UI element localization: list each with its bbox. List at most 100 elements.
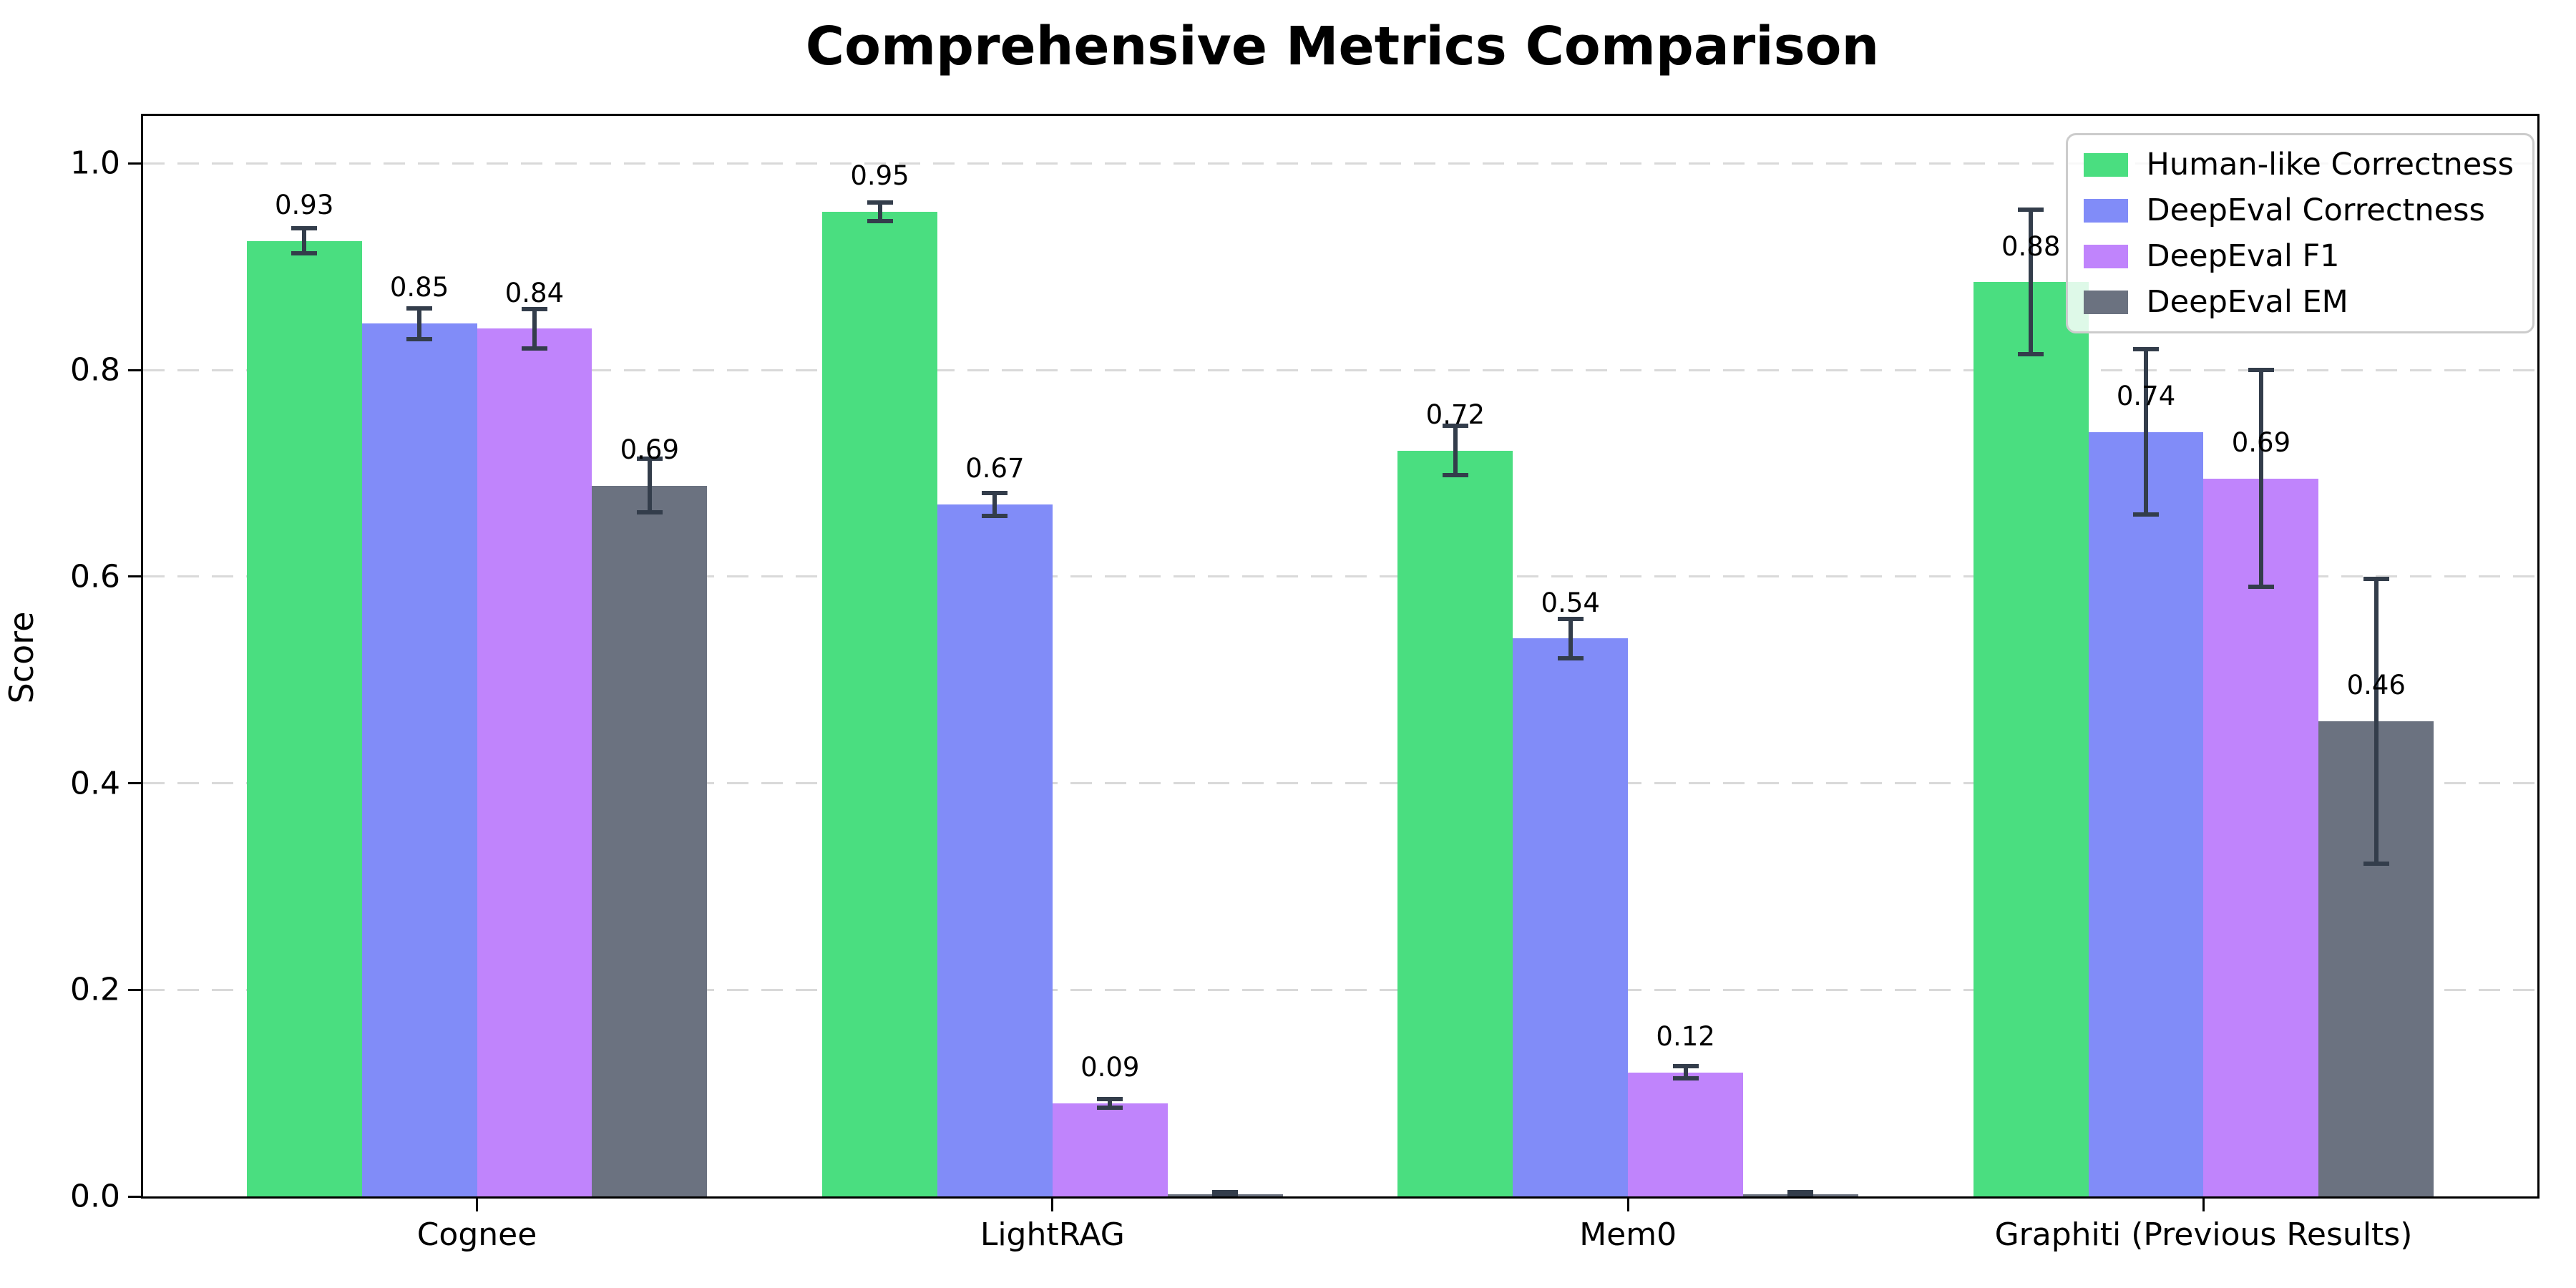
error-bar-stem xyxy=(647,457,652,515)
legend-item: Human-like Correctness xyxy=(2083,147,2514,182)
error-bar-cap-bottom xyxy=(521,346,547,351)
y-tick-label: 0.0 xyxy=(70,1178,120,1215)
x-tickmark xyxy=(1051,1199,1054,1211)
error-bar-cap-bottom xyxy=(2363,862,2389,867)
bar xyxy=(1052,1103,1168,1196)
y-tickmark xyxy=(128,369,141,371)
error-bar xyxy=(1787,1190,1814,1196)
error-bar-cap-bottom xyxy=(1442,473,1468,478)
error-bar-cap-top xyxy=(1672,1064,1699,1069)
bar-value-label: 0.88 xyxy=(2001,230,2061,262)
error-bar xyxy=(2018,208,2044,357)
error-bar xyxy=(521,307,547,351)
error-bar xyxy=(1557,617,1584,660)
y-tick-label: 0.8 xyxy=(70,351,120,389)
y-tickmark xyxy=(128,988,141,991)
error-bar-cap-bottom xyxy=(2133,512,2160,517)
legend-swatch xyxy=(2083,152,2128,177)
bar-value-label: 0.93 xyxy=(275,189,334,220)
legend-label: DeepEval Correctness xyxy=(2146,192,2485,228)
error-bar-cap-top xyxy=(291,226,318,231)
bar-value-label: 0.74 xyxy=(2116,380,2176,411)
error-bar-stem xyxy=(1568,617,1573,660)
bar-value-label: 0.54 xyxy=(1541,587,1600,618)
y-tickmark xyxy=(128,162,141,165)
error-bar-stem xyxy=(2373,576,2379,867)
error-bar xyxy=(2248,368,2274,590)
y-tickmark xyxy=(128,782,141,785)
bar-value-label: 0.69 xyxy=(2231,426,2291,458)
legend: Human-like Correctness DeepEval Correctne… xyxy=(2065,133,2534,333)
error-bar-cap-top xyxy=(521,307,547,312)
y-gridline xyxy=(143,988,2537,991)
legend-swatch xyxy=(2083,290,2128,314)
error-bar-cap-bottom xyxy=(2248,585,2274,590)
chart-title: Comprehensive Metrics Comparison xyxy=(805,16,1880,77)
error-bar-cap-bottom xyxy=(406,336,433,341)
error-bar-cap-bottom xyxy=(1672,1076,1699,1081)
bar xyxy=(1628,1072,1744,1196)
error-bar-stem xyxy=(2029,208,2034,357)
error-bar-cap-bottom xyxy=(291,250,318,255)
x-tick-label: Mem0 xyxy=(1579,1216,1677,1253)
x-tickmark xyxy=(1626,1199,1629,1211)
y-gridline xyxy=(143,162,2537,165)
y-gridline xyxy=(143,369,2537,371)
error-bar-stem xyxy=(1683,1064,1688,1081)
y-tick-label: 0.4 xyxy=(70,765,120,802)
error-bar-stem xyxy=(2144,347,2149,517)
error-bar xyxy=(636,457,663,515)
x-tick-label: Graphiti (Previous Results) xyxy=(1994,1216,2413,1253)
error-bar-cap-top xyxy=(2018,208,2044,213)
error-bar-stem xyxy=(1108,1097,1113,1110)
legend-swatch xyxy=(2083,244,2128,268)
legend-label: DeepEval EM xyxy=(2146,284,2348,320)
bar-value-label: 0.85 xyxy=(389,272,449,303)
bar-value-label: 0.72 xyxy=(1425,399,1485,430)
error-bar-cap-top xyxy=(982,491,1008,496)
legend-swatch xyxy=(2083,198,2128,223)
bar-value-label: 0.46 xyxy=(2346,670,2406,701)
bar xyxy=(937,504,1053,1196)
error-bar-cap-bottom xyxy=(1097,1105,1123,1110)
bar-value-label: 0.69 xyxy=(620,434,679,465)
error-bar-stem xyxy=(302,226,307,255)
bar-value-label: 0.67 xyxy=(965,452,1025,484)
legend-label: Human-like Correctness xyxy=(2146,147,2514,182)
error-bar-stem xyxy=(2258,368,2263,590)
error-bar xyxy=(1212,1190,1239,1196)
legend-item: DeepEval EM xyxy=(2083,284,2514,320)
error-bar-cap-top xyxy=(1442,424,1468,429)
error-bar-cap-top xyxy=(2363,576,2389,581)
error-bar xyxy=(867,200,893,224)
y-gridline xyxy=(143,575,2537,578)
error-bar xyxy=(1442,424,1468,478)
error-bar xyxy=(291,226,318,255)
bar xyxy=(2088,431,2204,1196)
error-bar-cap-bottom xyxy=(982,513,1008,518)
error-bar-stem xyxy=(532,307,537,351)
error-bar-cap-top xyxy=(406,306,433,311)
error-bar-cap-bottom xyxy=(867,219,893,224)
y-tickmark xyxy=(128,575,141,578)
y-tick-label: 0.2 xyxy=(70,971,120,1008)
bar xyxy=(2203,478,2319,1196)
y-axis-label: Score xyxy=(2,611,41,704)
bar-value-label: 0.95 xyxy=(850,160,909,192)
error-bar-cap-bottom xyxy=(636,510,663,515)
error-bar-cap-top xyxy=(2133,347,2160,352)
error-bar-stem xyxy=(417,306,422,341)
x-tick-label: Cognee xyxy=(416,1216,537,1253)
bar xyxy=(1397,450,1513,1196)
error-bar-cap-bottom xyxy=(1557,655,1584,660)
error-bar-cap-bottom xyxy=(1787,1192,1814,1196)
x-tickmark xyxy=(2202,1199,2205,1211)
legend-item: DeepEval Correctness xyxy=(2083,192,2514,228)
y-tick-label: 1.0 xyxy=(70,145,120,182)
bar-value-label: 0.12 xyxy=(1656,1020,1715,1052)
error-bar-cap-top xyxy=(636,457,663,462)
bar-value-label: 0.84 xyxy=(504,277,565,308)
error-bar-cap-top xyxy=(1097,1097,1123,1102)
error-bar-cap-bottom xyxy=(1212,1192,1239,1196)
